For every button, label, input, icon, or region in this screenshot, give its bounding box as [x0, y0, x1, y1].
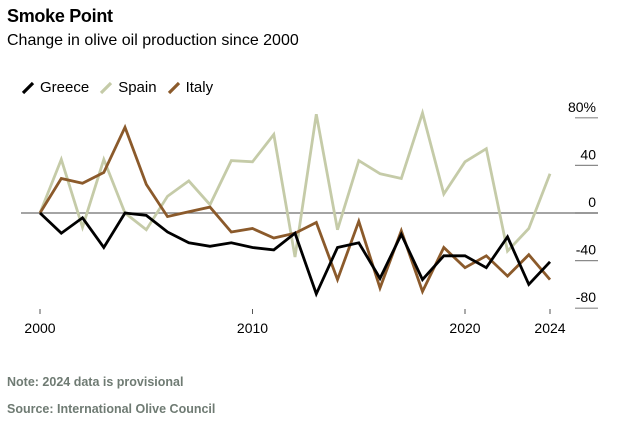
- series-line-italy: [38, 123, 552, 296]
- x-tick-label: 2000: [24, 320, 55, 336]
- legend-swatch-greece-icon: [21, 81, 35, 94]
- line-chart: 80% 40 0 -40 -80 2000 2010 2020 2024: [21, 99, 598, 336]
- footnote: Note: 2024 data is provisional: [7, 375, 184, 389]
- y-axis: 80% 40 0 -40 -80: [568, 99, 598, 309]
- legend-item-spain: Spain: [99, 79, 157, 96]
- legend-label-greece: Greece: [40, 79, 90, 96]
- y-tick-label: 40: [580, 146, 596, 162]
- y-tick-label: 80%: [568, 99, 596, 115]
- x-axis: 2000 2010 2020 2024: [24, 309, 566, 336]
- x-tick-label: 2010: [237, 320, 268, 336]
- legend-swatch-italy-icon: [167, 81, 180, 94]
- series-line-greece: [39, 211, 552, 298]
- x-tick-label: 2024: [534, 320, 565, 336]
- y-tick-label: -40: [576, 242, 596, 258]
- y-tick-label: 0: [588, 194, 596, 210]
- x-tick-label: 2020: [449, 320, 480, 336]
- chart-title: Smoke Point: [7, 6, 113, 26]
- legend-label-spain: Spain: [118, 79, 157, 96]
- legend-label-italy: Italy: [185, 79, 214, 96]
- source-note: Source: International Olive Council: [7, 402, 216, 416]
- series-lines: [38, 108, 552, 298]
- legend-swatch-spain-icon: [100, 81, 113, 94]
- y-tick-label: -80: [576, 289, 596, 305]
- chart-subtitle: Change in olive oil production since 200…: [7, 32, 299, 49]
- legend-item-greece: Greece: [21, 79, 89, 96]
- legend: Greece Spain Italy: [21, 79, 223, 96]
- legend-item-italy: Italy: [167, 79, 214, 96]
